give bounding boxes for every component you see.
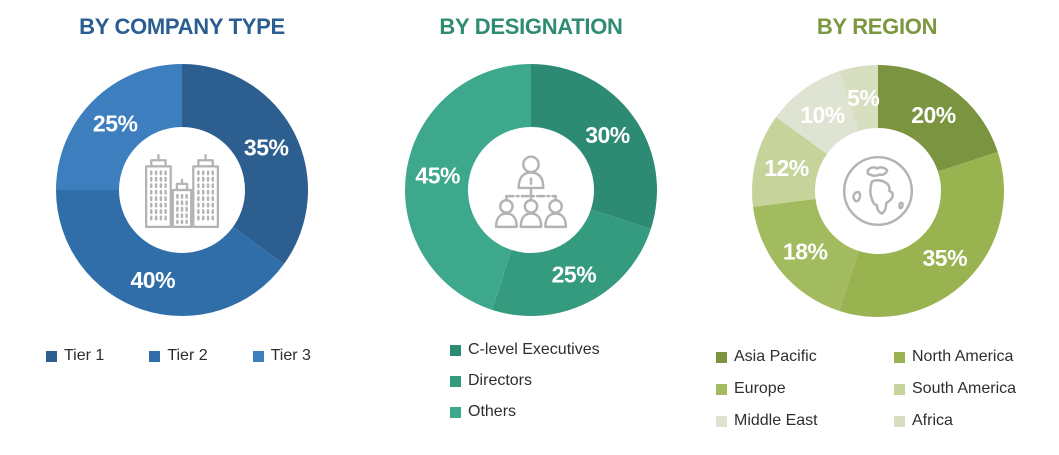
legend-item-south-america: South America	[894, 380, 1016, 398]
legend-item-north-america: North America	[894, 348, 1016, 366]
legend-swatch-africa	[894, 415, 905, 427]
slice-label-tier-1: 35%	[244, 134, 289, 160]
designation-donut-area: 30% 25% 45%	[403, 62, 659, 318]
legend-item-europe: Europe	[716, 380, 894, 398]
legend-item-tier-3: Tier 3	[252, 347, 311, 365]
legend-label-middle-east: Middle East	[734, 412, 818, 429]
slice-label-north-america: 35%	[923, 245, 968, 271]
legend-item-tier-2: Tier 2	[149, 347, 208, 365]
chart-by-designation: BY DESIGNATION 30% 25% 45% C-level Execu	[366, 0, 696, 455]
slice-label-south-america: 12%	[764, 155, 809, 181]
slice-label-asia-pacific: 20%	[911, 102, 956, 128]
legend-label-tier-3: Tier 3	[270, 347, 311, 364]
slice-others	[405, 64, 531, 310]
slice-north-america	[839, 152, 1004, 317]
slice-tier-2	[56, 190, 284, 317]
slice-tier-1	[182, 64, 309, 265]
legend-swatch-tier-2	[149, 350, 161, 362]
legend-swatch-tier-3	[252, 350, 264, 362]
legend-label-directors: Directors	[468, 372, 533, 389]
legend-swatch-north-america	[894, 351, 905, 363]
legend-swatch-others	[450, 406, 461, 418]
legend-item-middle-east: Middle East	[716, 412, 894, 430]
designation-donut: 30% 25% 45%	[403, 62, 659, 318]
slice-africa	[839, 65, 878, 132]
legend-item-c-level-executives: C-level Executives	[450, 341, 600, 359]
chart-title-region: BY REGION	[816, 14, 938, 39]
legend-item-asia-pacific: Asia Pacific	[716, 348, 894, 366]
company-type-donut: 35% 40% 25%	[54, 62, 310, 318]
legend-label-asia-pacific: Asia Pacific	[734, 348, 817, 365]
chart-title-company-type: BY COMPANY TYPE	[79, 14, 285, 39]
legend-label-south-america: South America	[912, 380, 1017, 397]
legend-swatch-tier-1	[46, 350, 57, 362]
legend-label-c-level-executives: C-level Executives	[468, 341, 600, 358]
chart-title-designation: BY DESIGNATION	[439, 14, 623, 39]
legend-label-europe: Europe	[734, 380, 786, 397]
legend-label-others: Others	[468, 403, 517, 420]
globe-icon	[837, 150, 919, 232]
slice-south-america	[751, 116, 828, 207]
slice-label-directors: 25%	[552, 261, 597, 287]
legend-label-north-america: North America	[912, 348, 1014, 365]
company-type-donut-area: 35% 40% 25%	[54, 62, 310, 318]
slice-directors	[492, 209, 651, 316]
legend-label-tier-1: Tier 1	[64, 347, 105, 364]
slice-label-middle-east: 10%	[800, 102, 845, 128]
legend-label-tier-2: Tier 2	[167, 347, 208, 364]
legend-swatch-directors	[450, 375, 461, 387]
slice-label-tier-2: 40%	[131, 267, 176, 293]
slice-label-others: 45%	[415, 162, 460, 188]
org-chart-icon	[490, 149, 572, 231]
legend-swatch-south-america	[894, 383, 905, 395]
slice-label-europe: 18%	[783, 238, 828, 264]
legend-item-others: Others	[450, 403, 600, 421]
buildings-icon	[141, 149, 223, 231]
region-donut-area: 20% 35% 18% 12% 10% 5%	[750, 63, 1006, 319]
legend-label-africa: Africa	[912, 412, 953, 429]
legend-swatch-asia-pacific	[716, 351, 727, 363]
company-type-legend: Tier 1 Tier 2 Tier 3	[46, 347, 311, 365]
slice-europe	[752, 198, 859, 311]
chart-by-region: BY REGION 20% 35% 18% 12% 10% 5% Asia Pacific…	[694, 0, 1059, 455]
legend-swatch-c-level-executives	[450, 344, 461, 356]
slice-label-c-level-executives: 30%	[585, 122, 630, 148]
designation-legend: C-level Executives Directors Others	[450, 341, 600, 421]
chart-by-company-type: BY COMPANY TYPE 35% 40% 25%	[0, 0, 364, 455]
legend-item-africa: Africa	[894, 412, 1016, 430]
slice-asia-pacific	[878, 65, 998, 172]
legend-item-directors: Directors	[450, 372, 600, 390]
slice-middle-east	[776, 71, 859, 154]
slice-tier-3	[56, 64, 182, 190]
region-legend: Asia Pacific North America Europe South Ame…	[716, 348, 1016, 430]
legend-swatch-middle-east	[716, 415, 727, 427]
region-donut: 20% 35% 18% 12% 10% 5%	[750, 63, 1006, 319]
legend-swatch-europe	[716, 383, 727, 395]
legend-item-tier-1: Tier 1	[46, 347, 104, 365]
slice-label-tier-3: 25%	[93, 110, 138, 136]
slice-label-africa: 5%	[847, 85, 879, 111]
slice-c-level-executives	[531, 64, 657, 229]
